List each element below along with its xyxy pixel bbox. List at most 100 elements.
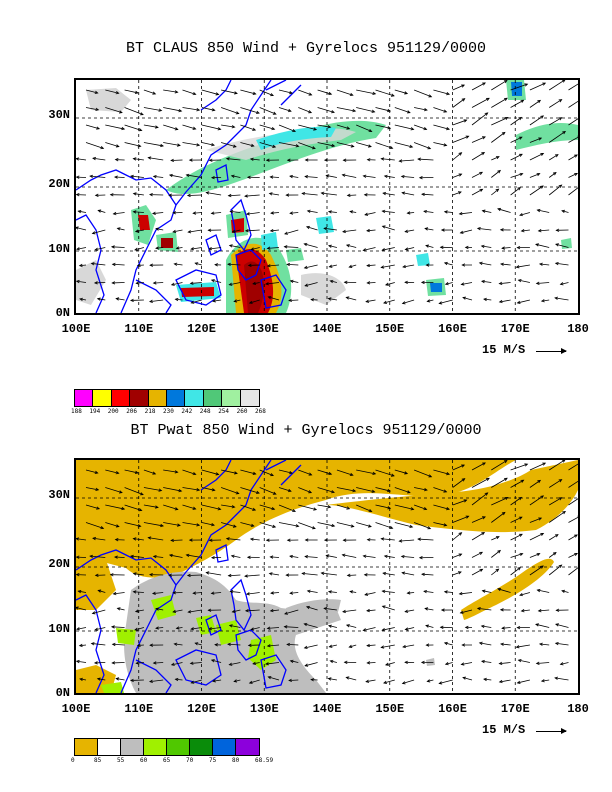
wind-arrow <box>321 572 337 576</box>
wind-arrow <box>304 264 318 269</box>
wind-arrow-head <box>363 573 368 577</box>
wind-arrow-head <box>352 108 357 113</box>
wind-arrow-head <box>149 263 153 267</box>
wind-arrow-head <box>196 523 201 527</box>
wind-arrow-head <box>248 300 253 304</box>
wind-arrow-head <box>381 605 386 609</box>
wind-arrow-head <box>170 662 175 666</box>
wind-arrow <box>356 142 372 148</box>
wind-arrow-head <box>155 125 159 129</box>
wind-arrow-head <box>192 211 197 215</box>
wind-arrow <box>97 678 106 681</box>
wind-arrow <box>240 504 256 511</box>
wind-arrow-head <box>535 243 539 247</box>
wind-arrow <box>155 247 164 249</box>
wind-arrow <box>152 592 164 594</box>
wind-arrow-head <box>310 298 315 302</box>
panel2-xlabel: 120E <box>187 702 216 716</box>
wind-arrow <box>195 262 202 266</box>
wind-arrow <box>568 172 578 178</box>
wind-arrow <box>471 532 485 541</box>
wind-arrow <box>519 212 531 216</box>
wind-arrow-head <box>537 609 542 613</box>
wind-arrow <box>529 137 542 143</box>
wind-arrow <box>452 191 462 196</box>
wind-arrow-head <box>325 174 330 178</box>
wind-arrow <box>413 89 432 98</box>
wind-arrow <box>124 469 139 474</box>
wind-arrow-head <box>558 117 563 121</box>
wind-arrow-head <box>327 677 332 681</box>
wind-arrow <box>117 227 125 231</box>
wind-arrow-head <box>173 642 178 646</box>
wind-arrow-head <box>155 246 159 250</box>
wind-arrow-head <box>186 573 191 578</box>
wind-arrow-head <box>382 571 387 576</box>
wind-arrow <box>201 522 215 526</box>
wind-arrow <box>548 511 566 523</box>
wind-arrow-head <box>194 262 199 266</box>
wind-arrow <box>342 174 357 178</box>
colorbar-swatch <box>75 390 94 406</box>
wind-arrow <box>92 229 106 234</box>
wind-arrow <box>174 263 183 266</box>
wind-arrow-head <box>303 265 308 270</box>
wind-arrow <box>421 193 434 196</box>
wind-arrow <box>401 175 415 178</box>
wind-arrow <box>452 515 469 523</box>
wind-arrow <box>130 555 144 558</box>
wind-arrow-head <box>384 282 389 286</box>
wind-arrow <box>561 590 569 593</box>
wind-arrow-head <box>112 591 117 596</box>
wind-arrow-head <box>292 508 297 513</box>
wind-arrow <box>227 643 241 646</box>
wind-arrow <box>317 142 335 147</box>
wind-arrow-head <box>498 679 503 684</box>
wind-arrow <box>252 662 260 665</box>
wind-arrow-head <box>362 554 367 558</box>
colorbar-label: 65 <box>163 757 171 764</box>
wind-arrow <box>130 175 144 178</box>
panel2-colorbar <box>74 738 260 756</box>
wind-arrow <box>298 142 316 149</box>
wind-arrow-head <box>371 489 376 493</box>
colorbar-swatch <box>144 739 167 755</box>
wind-arrow <box>76 538 87 541</box>
wind-arrow <box>116 678 125 681</box>
wind-arrow <box>92 609 106 614</box>
wind-arrow-head <box>187 610 192 614</box>
wind-arrow <box>284 626 299 628</box>
wind-arrow <box>182 124 196 130</box>
wind-arrow <box>124 487 144 496</box>
wind-arrow-head <box>346 126 351 130</box>
wind-arrow <box>529 533 544 541</box>
wind-arrow-head <box>481 659 485 664</box>
wind-arrow-head <box>235 111 240 115</box>
wind-arrow-head <box>295 144 300 148</box>
panel1-title: BT CLAUS 850 Wind + Gyrelocs 951129/0000 <box>125 40 487 57</box>
wind-arrow-head <box>211 108 216 112</box>
wind-arrow-head <box>78 263 83 268</box>
wind-arrow-head <box>423 589 428 594</box>
wind-arrow-head <box>554 154 559 158</box>
wind-arrow-head <box>366 263 371 268</box>
wind-arrow <box>346 296 357 301</box>
wind-arrow <box>268 296 280 301</box>
wind-arrow-head <box>246 555 251 559</box>
wind-arrow-head <box>205 571 210 575</box>
wind-arrow-head <box>244 609 249 613</box>
wind-arrow-head <box>555 608 560 612</box>
wind-arrow-head <box>500 262 504 266</box>
precipitable-water-map[interactable] <box>74 458 580 695</box>
wind-arrow <box>76 607 87 611</box>
wind-arrow <box>269 573 280 576</box>
wind-arrow-head <box>172 609 177 614</box>
wind-arrow <box>510 479 524 488</box>
wind-arrow <box>502 247 511 249</box>
wind-arrow-head <box>418 556 423 560</box>
wind-arrow <box>471 152 485 161</box>
wind-arrow-head <box>420 280 425 285</box>
wind-arrow <box>324 607 337 611</box>
cloud-top-map[interactable] <box>74 78 580 315</box>
wind-arrow-head <box>308 472 313 476</box>
